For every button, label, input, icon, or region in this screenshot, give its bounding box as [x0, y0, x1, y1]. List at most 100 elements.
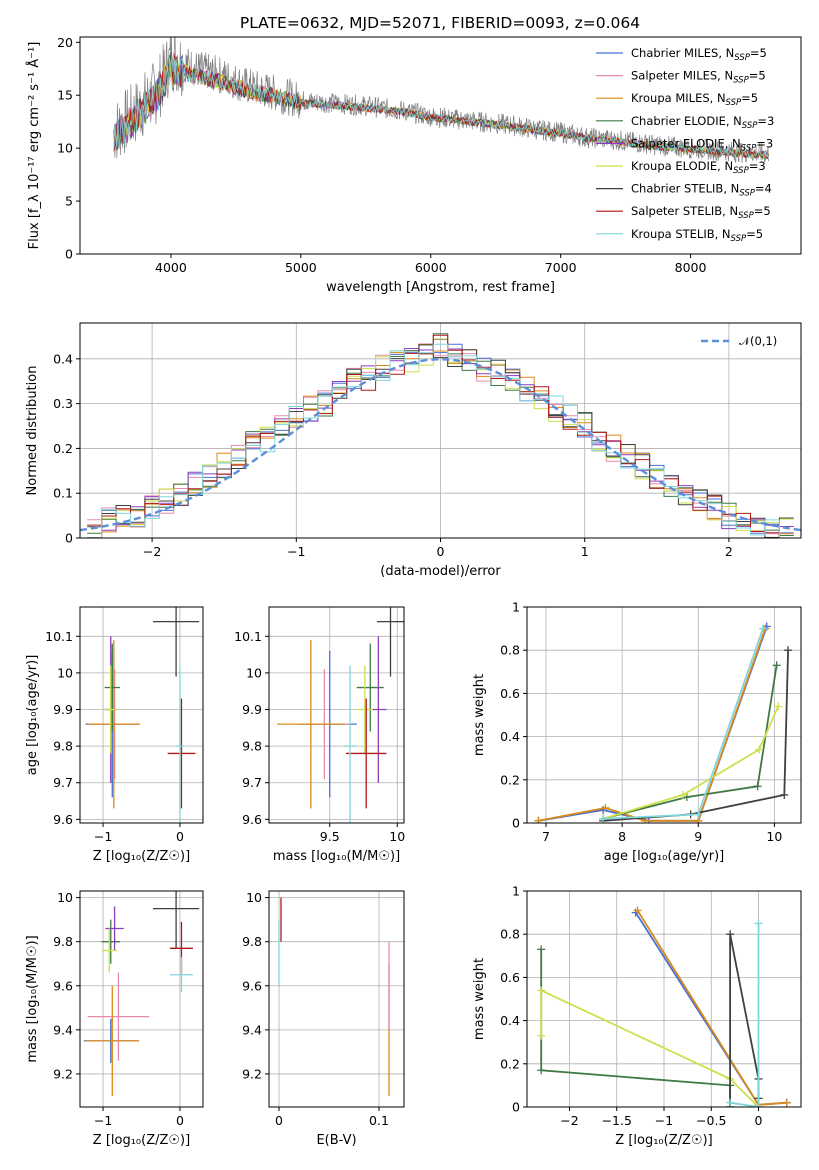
legend-entry: Salpeter MILES, NSSP=5	[631, 69, 766, 86]
x-tick-label: 0.1	[369, 1113, 389, 1128]
weight-point	[694, 810, 703, 819]
y-tick-label: 9.7	[53, 775, 73, 790]
x-axis-label: wavelength [Angstrom, rest frame]	[326, 280, 555, 295]
y-tick-label: 10.1	[45, 629, 73, 644]
y-tick-label: 0	[65, 531, 73, 546]
plot-area	[80, 333, 801, 538]
residual-histogram	[87, 338, 794, 538]
weight-point	[633, 906, 642, 915]
y-tick-label: 10	[57, 141, 73, 156]
residual-histogram	[87, 334, 794, 538]
weight-series-line	[602, 665, 778, 820]
y-tick-label: 1	[512, 600, 520, 615]
y-tick-label: 9.7	[242, 775, 262, 790]
weight-point	[599, 814, 608, 823]
y-tick-label: 9.8	[53, 739, 73, 754]
x-axis-label: E(B-V)	[316, 1133, 356, 1148]
y-tick-label: 0.4	[500, 729, 520, 744]
y-tick-label: 0.8	[500, 927, 520, 942]
x-tick-label: 0	[176, 1113, 184, 1128]
y-tick-label: 9.9	[53, 702, 73, 717]
plot-area	[537, 906, 791, 1107]
y-tick-label: 0	[512, 1100, 520, 1115]
axes-frame	[268, 890, 405, 1108]
panel-age-vs-mass: 9.5 10 9.6 9.7 9.8 9.9 10 10.1 mass [log₁₀(M/M☉)…	[234, 606, 405, 864]
x-tick-label: 2	[725, 544, 733, 559]
axes-frame	[79, 606, 204, 824]
y-axis-label: mass weight	[472, 958, 487, 1040]
y-tick-label: 10	[246, 890, 262, 905]
figure-title: PLATE=0632, MJD=52071, FIBERID=0093, z=0…	[240, 14, 640, 32]
y-tick-label: 0.4	[53, 351, 73, 366]
y-tick-label: 9.4	[242, 1022, 262, 1037]
weight-point	[537, 945, 546, 954]
x-tick-label: −0.5	[696, 1113, 726, 1128]
x-tick-label: 0	[755, 1113, 763, 1128]
legend-entry: Kroupa MILES, NSSP=5	[631, 91, 758, 108]
weight-point	[679, 790, 688, 799]
x-tick-label: 0	[275, 1113, 283, 1128]
weight-series-line	[538, 628, 767, 822]
x-tick-label: 5000	[285, 260, 317, 275]
y-tick-label: 9.8	[242, 739, 262, 754]
weight-series-line	[540, 988, 760, 1107]
legend-entry: Salpeter ELODIE, NSSP=3	[631, 136, 773, 153]
x-tick-label: −1	[655, 1113, 673, 1128]
panel-residuals: −2 −1 0 1 2 0 0.1 0.2 0.3 0.4 (data-model)/error No…	[25, 322, 802, 579]
weight-series-line	[729, 923, 760, 1107]
x-axis-label: mass [log₁₀(M/M☉)]	[273, 849, 400, 864]
weight-point	[772, 661, 781, 670]
plot-area	[113, 37, 769, 163]
y-tick-label: 9.2	[53, 1066, 73, 1081]
x-tick-label: −2	[143, 544, 161, 559]
x-tick-label: 10	[389, 829, 405, 844]
y-tick-label: 0.2	[500, 772, 520, 787]
y-tick-label: 0.2	[53, 441, 73, 456]
y-tick-label: 0.6	[500, 686, 520, 701]
x-axis-label: age [log₁₀(age/yr)]	[604, 849, 725, 864]
panel-age-vs-z: −1 0 9.6 9.7 9.8 9.9 10 10.1 Z [log₁₀(Z/Z☉)] age …	[25, 606, 204, 864]
x-tick-label: 7000	[545, 260, 577, 275]
y-tick-label: 9.6	[242, 978, 262, 993]
y-tick-label: 10	[57, 665, 73, 680]
weight-point	[534, 816, 543, 823]
x-tick-label: −1.5	[602, 1113, 632, 1128]
y-tick-label: 9.6	[53, 978, 73, 993]
y-axis-label: age [log₁₀(age/yr)]	[25, 655, 40, 776]
residual-histogram	[87, 333, 794, 536]
plot-area	[278, 897, 390, 1096]
y-tick-label: 9.4	[53, 1022, 73, 1037]
legend-entry: Chabrier MILES, NSSP=5	[631, 46, 767, 63]
weight-point	[784, 646, 793, 655]
weight-point	[758, 624, 767, 633]
model-spectrum-line	[113, 51, 769, 160]
y-tick-label: 15	[57, 88, 73, 103]
weight-point	[754, 1103, 763, 1107]
weight-point	[753, 782, 762, 791]
axes-frame	[268, 606, 405, 824]
y-tick-label: 1	[512, 884, 520, 899]
plot-area	[277, 607, 404, 823]
legend-entry: Chabrier ELODIE, NSSP=3	[631, 114, 774, 131]
legend-entry: Salpeter STELIB, NSSP=5	[631, 204, 771, 221]
y-tick-label: 20	[57, 35, 73, 50]
x-tick-label: 6000	[415, 260, 447, 275]
panel-spectrum: 4000 5000 6000 7000 8000 0 5 10 15 20 wavelength […	[26, 35, 802, 295]
y-tick-label: 10	[57, 890, 73, 905]
y-axis-label: Flux [f_λ 10⁻¹⁷ erg cm⁻² s⁻¹ Å⁻¹]	[26, 42, 42, 250]
y-tick-label: 0	[65, 247, 73, 262]
x-axis-label: Z [log₁₀(Z/Z☉)]	[93, 1133, 190, 1148]
plot-area	[83, 891, 200, 1096]
x-tick-label: −1	[287, 544, 305, 559]
weight-point	[726, 930, 735, 939]
y-tick-label: 10	[246, 665, 262, 680]
plot-area	[534, 622, 793, 823]
axes-frame	[79, 322, 802, 539]
weight-point	[726, 1098, 735, 1107]
legend-entry: Chabrier STELIB, NSSP=4	[631, 182, 772, 199]
weight-point	[537, 1031, 546, 1040]
y-tick-label: 9.2	[242, 1066, 262, 1081]
legend-entry: Kroupa STELIB, NSSP=5	[631, 227, 763, 244]
gaussian-curve	[80, 358, 801, 532]
